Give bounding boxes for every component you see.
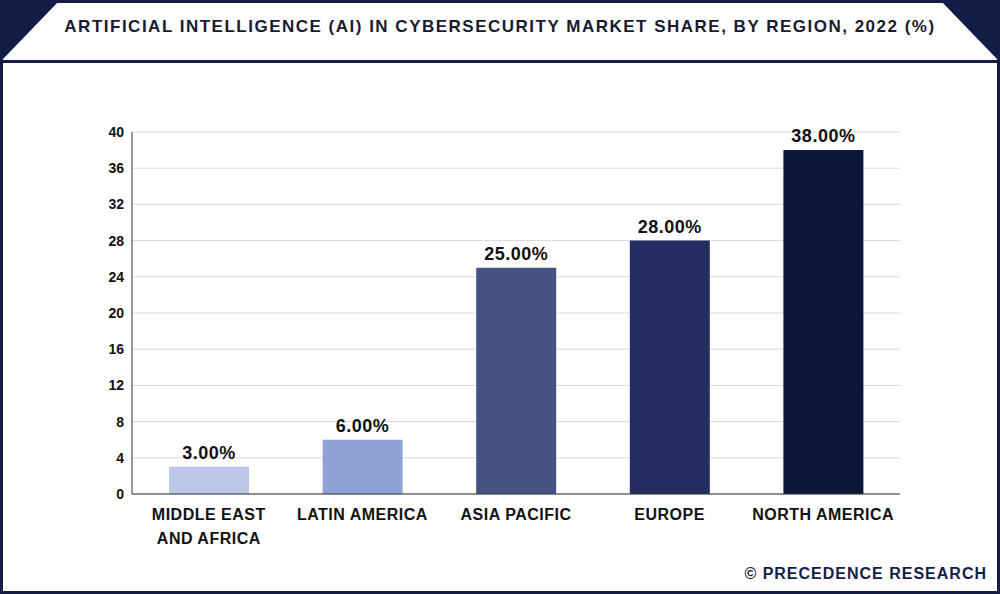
- html-text:ARTIFICIAL INTELLIGENCE (AI) I: ARTIFICIAL INTELLIGENCE (AI) IN CYBERSEC…: [64, 17, 936, 36]
- svg-text:28: 28: [108, 233, 124, 249]
- svg-text:0: 0: [116, 486, 124, 502]
- svg-text:36: 36: [108, 160, 124, 176]
- svg-text:16: 16: [108, 341, 124, 357]
- svg-text:6.00%: 6.00%: [336, 416, 390, 436]
- svg-text:ASIA PACIFIC: ASIA PACIFIC: [461, 506, 572, 523]
- svg-text:NORTH AMERICA: NORTH AMERICA: [752, 506, 894, 523]
- svg-text:20: 20: [108, 305, 124, 321]
- svg-text:3.00%: 3.00%: [182, 443, 236, 463]
- svg-text:25.00%: 25.00%: [484, 244, 548, 264]
- svg-text:EUROPE: EUROPE: [634, 506, 705, 523]
- html-text:© PRECEDENCE RESEARCH: © PRECEDENCE RESEARCH: [744, 565, 987, 582]
- svg-text:38.00%: 38.00%: [791, 126, 855, 146]
- svg-text:MIDDLE EAST: MIDDLE EAST: [152, 506, 266, 523]
- svg-text:AND AFRICA: AND AFRICA: [157, 530, 261, 547]
- svg-text:12: 12: [108, 377, 124, 393]
- svg-text:4: 4: [116, 450, 124, 466]
- svg-text:8: 8: [116, 414, 124, 430]
- svg-text:24: 24: [108, 269, 124, 285]
- svg-text:LATIN AMERICA: LATIN AMERICA: [297, 506, 428, 523]
- svg-text:32: 32: [108, 196, 124, 212]
- svg-text:28.00%: 28.00%: [638, 217, 702, 237]
- svg-text:40: 40: [108, 124, 124, 140]
